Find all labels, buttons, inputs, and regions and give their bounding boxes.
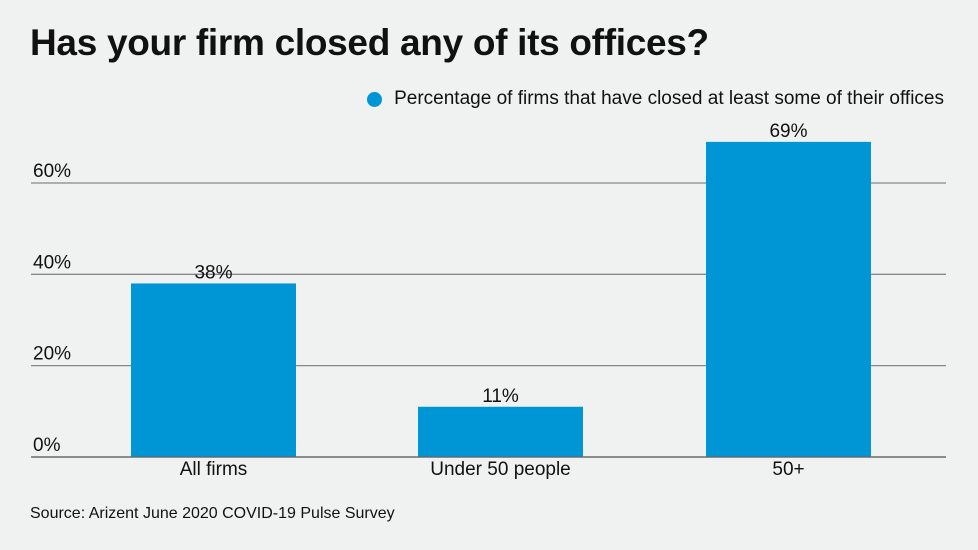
x-tick-label: 50+	[772, 459, 804, 480]
x-tick-label: All firms	[180, 459, 248, 480]
data-label: 38%	[194, 262, 232, 283]
y-tick-label: 60%	[33, 161, 71, 182]
bar	[706, 141, 871, 457]
y-tick-label: 40%	[33, 252, 71, 273]
legend-swatch	[367, 91, 383, 107]
legend: Percentage of firms that have closed at …	[367, 88, 944, 110]
bar	[418, 406, 583, 457]
data-label: 11%	[482, 386, 519, 407]
data-label: 69%	[769, 121, 807, 142]
source-note: Source: Arizent June 2020 COVID-19 Pulse…	[30, 505, 395, 522]
bar	[131, 283, 296, 457]
legend-label: Percentage of firms that have closed at …	[394, 88, 944, 109]
y-tick-label: 20%	[33, 344, 71, 365]
x-tick-label: Under 50 people	[430, 459, 571, 480]
y-tick-label: 0%	[33, 435, 61, 456]
chart-title: Has your firm closed any of its offices?	[30, 22, 709, 63]
